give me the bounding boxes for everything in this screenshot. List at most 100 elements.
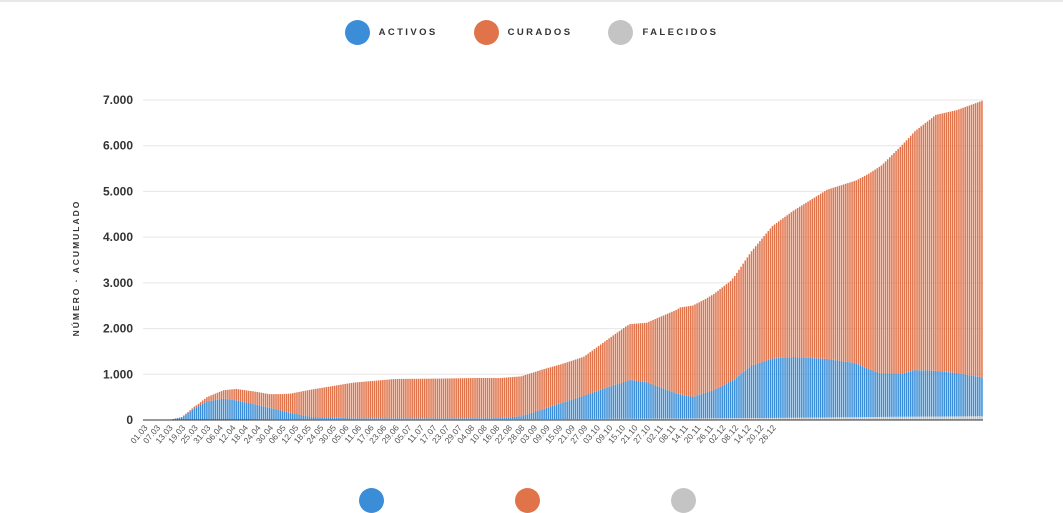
bar-activos bbox=[418, 418, 420, 419]
bar-curados bbox=[820, 194, 822, 359]
bar-curados bbox=[267, 394, 269, 408]
bar-curados bbox=[294, 393, 296, 414]
bar-curados bbox=[862, 177, 864, 366]
bar-curados bbox=[918, 128, 920, 370]
bar-falecidos bbox=[931, 417, 933, 420]
bar-curados bbox=[240, 390, 242, 402]
bar-activos bbox=[707, 392, 709, 418]
bar-curados bbox=[525, 375, 527, 415]
bar-activos bbox=[927, 371, 929, 417]
bar-curados bbox=[223, 390, 225, 398]
bar-activos bbox=[841, 361, 843, 417]
bar-activos bbox=[273, 409, 275, 419]
bar-activos bbox=[263, 406, 265, 419]
bar-curados bbox=[376, 381, 378, 419]
bar-curados bbox=[631, 324, 633, 380]
bar-curados bbox=[866, 175, 868, 368]
bar-curados bbox=[212, 395, 214, 401]
bar-curados bbox=[487, 378, 489, 418]
bar-activos bbox=[721, 386, 723, 419]
bar-curados bbox=[244, 390, 246, 402]
bar-curados bbox=[755, 246, 757, 364]
bar-activos bbox=[286, 412, 288, 419]
bar-curados bbox=[719, 289, 721, 387]
bar-falecidos bbox=[939, 417, 941, 420]
bar-curados bbox=[556, 365, 558, 404]
legend-bottom-item-curados[interactable] bbox=[472, 488, 592, 513]
bar-activos bbox=[606, 388, 608, 419]
legend-bottom-item-activos[interactable] bbox=[316, 488, 436, 513]
bar-activos bbox=[946, 372, 948, 417]
bar-curados bbox=[585, 355, 587, 395]
bar-activos bbox=[206, 401, 208, 419]
bar-curados bbox=[736, 273, 738, 378]
bar-activos bbox=[837, 360, 839, 417]
bar-activos bbox=[925, 370, 927, 416]
bar-curados bbox=[420, 379, 422, 419]
bar-curados bbox=[713, 294, 715, 390]
bar-activos bbox=[200, 405, 202, 420]
bar-curados bbox=[770, 228, 772, 359]
bar-curados bbox=[256, 392, 258, 405]
bar-curados bbox=[749, 254, 751, 367]
bar-activos bbox=[518, 416, 520, 419]
bar-curados bbox=[424, 379, 426, 419]
bar-curados bbox=[680, 307, 682, 394]
bar-curados bbox=[753, 249, 755, 365]
bar-activos bbox=[370, 418, 372, 419]
bar-curados bbox=[975, 103, 977, 376]
bar-activos bbox=[279, 411, 281, 420]
bar-activos bbox=[191, 410, 193, 420]
bar-activos bbox=[671, 392, 673, 419]
bar-activos bbox=[698, 395, 700, 419]
bar-activos bbox=[217, 400, 219, 420]
bar-activos bbox=[663, 389, 665, 419]
bar-activos bbox=[960, 374, 962, 417]
bar-curados bbox=[464, 378, 466, 418]
bar-activos bbox=[638, 381, 640, 419]
bar-curados bbox=[529, 374, 531, 414]
bar-activos bbox=[950, 372, 952, 416]
bar-activos bbox=[256, 405, 258, 420]
bar-curados bbox=[395, 379, 397, 418]
bar-falecidos bbox=[929, 417, 931, 420]
bar-curados bbox=[502, 378, 504, 418]
bar-activos bbox=[981, 377, 983, 416]
bar-activos bbox=[240, 401, 242, 419]
bar-curados bbox=[474, 378, 476, 418]
bar-curados bbox=[795, 209, 797, 357]
bar-curados bbox=[828, 189, 830, 359]
bar-activos bbox=[973, 376, 975, 416]
bar-activos bbox=[361, 418, 363, 419]
bar-falecidos bbox=[960, 416, 962, 420]
bar-curados bbox=[315, 389, 317, 417]
bar-curados bbox=[876, 168, 878, 372]
bar-curados bbox=[814, 198, 816, 359]
bar-activos bbox=[384, 418, 386, 419]
bar-curados bbox=[198, 404, 200, 406]
bar-curados bbox=[246, 390, 248, 402]
bar-activos bbox=[680, 394, 682, 418]
bar-activos bbox=[235, 400, 237, 419]
bar-curados bbox=[252, 391, 254, 404]
bar-activos bbox=[225, 399, 227, 420]
bar-activos bbox=[652, 385, 654, 419]
bar-curados bbox=[600, 344, 602, 389]
bar-activos bbox=[613, 385, 615, 418]
bar-curados bbox=[508, 377, 510, 417]
bar-curados bbox=[309, 390, 311, 417]
legend-bottom-item-falecidos[interactable] bbox=[628, 488, 748, 513]
bar-activos bbox=[315, 417, 317, 419]
bar-curados bbox=[497, 378, 499, 418]
bar-activos bbox=[879, 373, 881, 417]
bar-curados bbox=[355, 382, 357, 418]
bar-curados bbox=[466, 378, 468, 418]
bar-curados bbox=[696, 303, 698, 395]
bar-activos bbox=[372, 418, 374, 419]
bar-activos bbox=[636, 381, 638, 419]
bar-activos bbox=[388, 418, 390, 419]
bar-curados bbox=[671, 312, 673, 392]
bar-curados bbox=[386, 380, 388, 419]
bar-activos bbox=[355, 418, 357, 419]
bar-curados bbox=[939, 114, 941, 371]
